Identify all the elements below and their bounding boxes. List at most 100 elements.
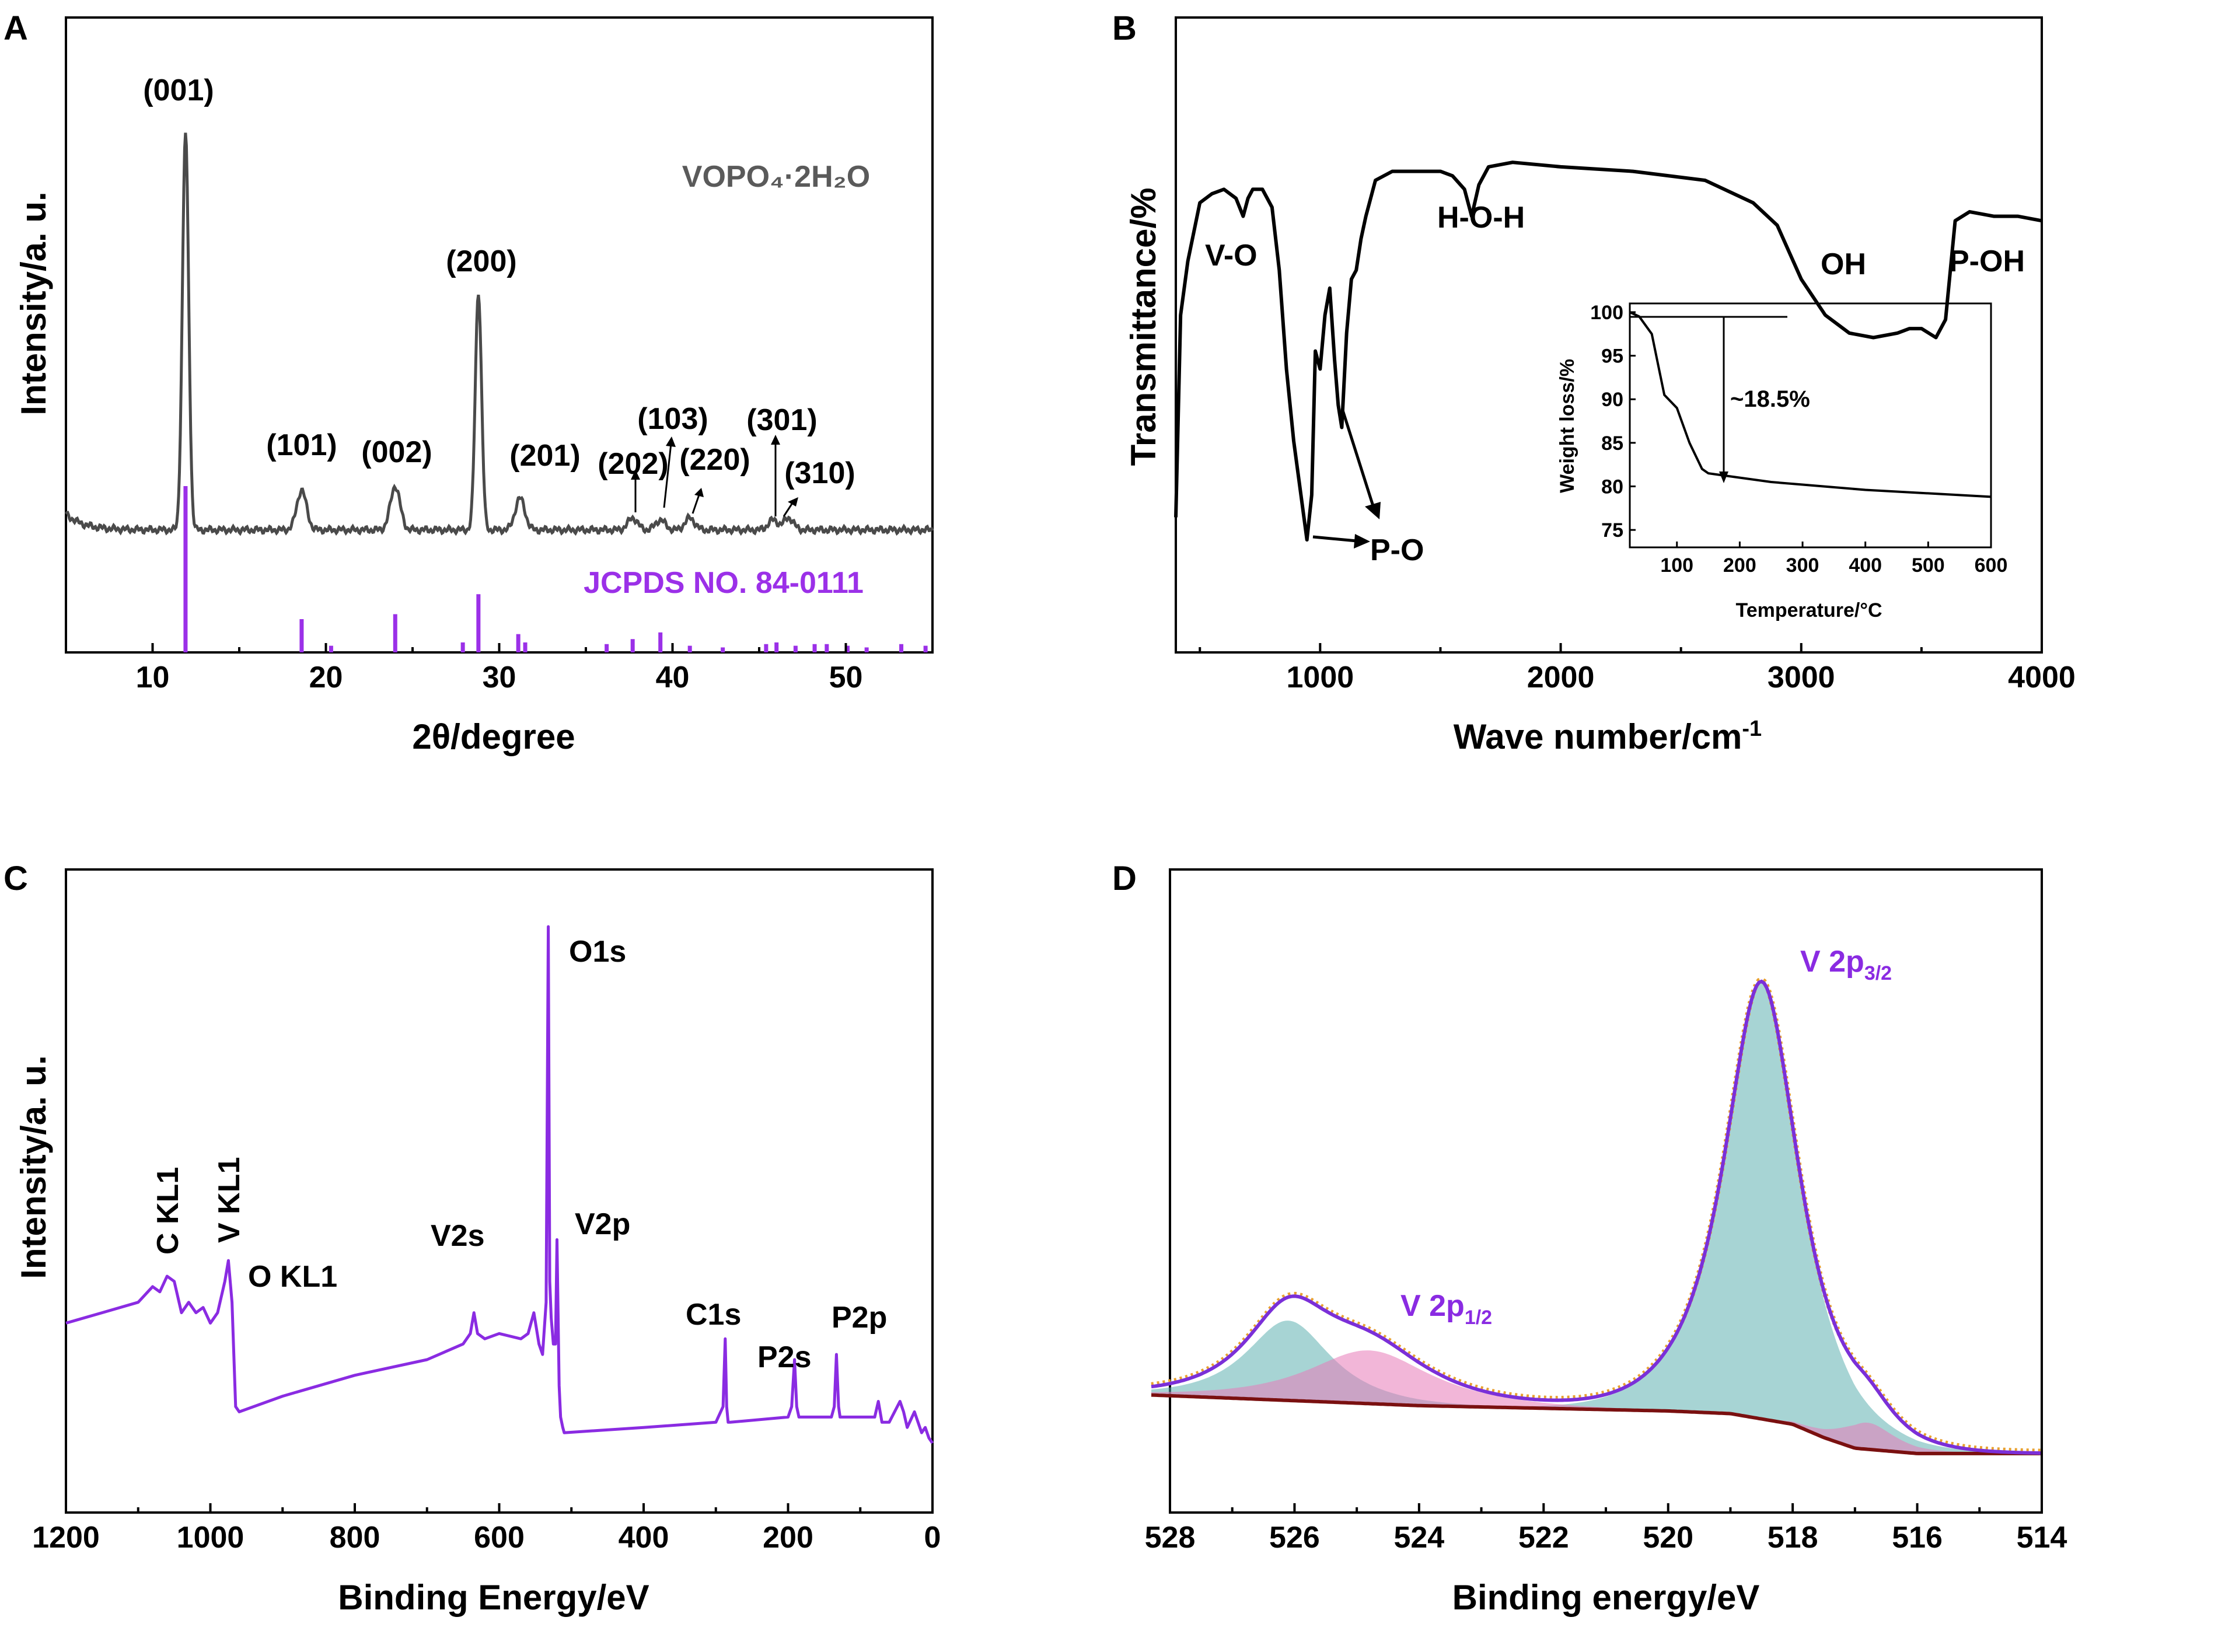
arrow-head-301	[771, 435, 780, 445]
panel-b-x-label-main: Wave number/cm	[1454, 717, 1742, 756]
peak-label: (001)	[143, 74, 214, 107]
xrd-pattern	[64, 132, 934, 536]
arrow-head-202	[631, 470, 640, 480]
arrow-310	[783, 502, 794, 517]
panel-c-x-ticks: 1200 1000 800 600 400 200 0	[32, 1503, 941, 1555]
peak-label: (200)	[446, 245, 516, 278]
label-p-o: P-O	[1370, 533, 1424, 567]
inset-ticks: 100 200 300 400 500 600 75 80 85 90 95 100	[1590, 302, 2007, 577]
compound-label: VOPO₄·2H₂O	[682, 160, 870, 194]
inset-y-tick-label: 80	[1601, 476, 1623, 498]
arrow-220	[691, 494, 700, 514]
panel-label-a: A	[4, 9, 28, 47]
inset-x-tick-label: 400	[1849, 554, 1882, 577]
x-tick-label: 30	[483, 661, 516, 694]
label-v2p-three-half: V 2p3/2	[1800, 945, 1892, 984]
panel-c-xps-survey: C 1200 1000 800 600 400 200 0 C KL1 V KL1 O KL…	[4, 860, 941, 1617]
label-h-o-h: H-O-H	[1437, 201, 1525, 235]
ftir-annotations: V-O P-O H-O-H OH P-OH	[1205, 201, 2025, 567]
jcpds-label: JCPDS NO. 84-0111	[584, 566, 864, 600]
peak-label: (310)	[784, 456, 855, 490]
inset-x-tick-label: 600	[1975, 554, 2008, 577]
panel-d-x-ticks: 528 526 524 522 520 518 516 514	[1145, 1503, 2067, 1555]
x-tick-label: 520	[1643, 1521, 1693, 1555]
inset-y-tick-label: 85	[1601, 432, 1623, 455]
x-tick-label: 528	[1145, 1521, 1196, 1555]
panel-d-x-label: Binding energy/eV	[1452, 1578, 1760, 1617]
tga-curve	[1629, 311, 1992, 498]
x-tick-label: 2000	[1527, 661, 1595, 694]
label-o1s: O1s	[569, 935, 626, 969]
ftir-spectrum	[1174, 160, 2042, 542]
arrow-103	[663, 443, 672, 508]
panel-b-x-label: Wave number/cm-1	[1454, 717, 1762, 756]
arrow-head-103	[666, 436, 676, 447]
panel-d-xps-v2p: D 528 526 524 522 520 518 516 514 V 2p1/2 V 2p3…	[1112, 860, 2067, 1617]
peak-label: (103)	[637, 402, 708, 436]
x-tick-label: 10	[136, 661, 170, 694]
jcpds-reference-sticks	[183, 486, 928, 652]
panel-b-ftir: B 1000 2000 3000 4000 V-O P-O H-O-H OH P-OH…	[1112, 9, 2076, 756]
x-tick-label: 1200	[32, 1521, 100, 1555]
peak-label: (220)	[679, 443, 750, 477]
arrow-p-o-2	[1340, 408, 1375, 508]
inset-x-label: Temperature/°C	[1735, 599, 1882, 621]
label-v2p-three-half-sub: 3/2	[1864, 962, 1892, 984]
panel-b-x-label-sup: -1	[1742, 717, 1762, 741]
arrow-p-o-1	[1312, 535, 1357, 543]
x-tick-label: 522	[1518, 1521, 1569, 1555]
panel-c-x-label: Binding Energy/eV	[338, 1578, 649, 1617]
label-c1s: C1s	[686, 1298, 741, 1332]
component-fill	[1151, 982, 2041, 1454]
panel-a-x-label: 2θ/degree	[412, 717, 575, 756]
label-v2p: V2p	[575, 1207, 630, 1241]
label-v2p-half: V 2p1/2	[1400, 1289, 1492, 1329]
label-c-kl1: C KL1	[151, 1167, 185, 1255]
fit-components	[1151, 982, 2041, 1454]
inset-arrow-head	[1719, 471, 1728, 483]
panel-b-y-label: Transmittance/%	[1124, 188, 1163, 466]
inset-annotation: ~18.5%	[1730, 386, 1810, 412]
inset-y-tick-label: 75	[1601, 519, 1623, 542]
inset-y-tick-label: 100	[1590, 302, 1623, 324]
x-tick-label: 524	[1393, 1521, 1444, 1555]
x-tick-label: 40	[656, 661, 690, 694]
label-p2s: P2s	[757, 1340, 812, 1374]
envelope-line	[1151, 979, 2041, 1455]
ftir-line	[1174, 160, 2042, 542]
inset-x-tick-label: 300	[1786, 554, 1819, 577]
label-v-o: V-O	[1205, 239, 1258, 273]
panel-a-x-ticks: 10 20 30 40 50	[65, 643, 934, 694]
x-tick-label: 1000	[1286, 661, 1354, 694]
label-o-kl1: O KL1	[248, 1260, 337, 1294]
peak-label: (201)	[509, 439, 580, 473]
label-v-kl1: V KL1	[212, 1157, 246, 1243]
inset-frame	[1629, 302, 1992, 549]
panel-label-c: C	[4, 860, 28, 897]
peak-label: (301)	[746, 403, 817, 437]
arrow-head-310	[788, 497, 798, 507]
inset-x-tick-label: 200	[1723, 554, 1756, 577]
xrd-line	[64, 132, 934, 536]
envelope-fit	[1151, 979, 2041, 1455]
inset-y-tick-label: 90	[1601, 389, 1623, 411]
x-tick-label: 400	[619, 1521, 669, 1555]
x-tick-label: 526	[1269, 1521, 1320, 1555]
x-tick-label: 518	[1768, 1521, 1818, 1555]
panel-a-xrd: A 10 20 30 40 50 (001) (101) (002) (200) (201) (2…	[4, 9, 934, 756]
inset-x-tick-label: 100	[1660, 554, 1693, 577]
label-v2p-three-half-main: V 2p	[1800, 945, 1864, 979]
panel-b-frame	[1175, 16, 2043, 654]
label-v2p-half-sub: 1/2	[1465, 1307, 1492, 1329]
x-tick-label: 800	[330, 1521, 380, 1555]
tga-inset: 100 200 300 400 500 600 75 80 85 90 95 100 ~18.5% T…	[1556, 302, 2007, 621]
x-tick-label: 50	[829, 661, 863, 694]
x-tick-label: 516	[1892, 1521, 1943, 1555]
x-tick-label: 1000	[177, 1521, 244, 1555]
xrd-peak-labels: (001)(101) (002)(200)(201) (202)(103)(220)…	[143, 74, 855, 490]
label-p-oh: P-OH	[1949, 245, 2025, 278]
panel-b-x-ticks: 1000 2000 3000 4000	[1199, 643, 2076, 694]
x-tick-label: 200	[763, 1521, 813, 1555]
inset-y-label: Weight loss/%	[1556, 359, 1578, 493]
